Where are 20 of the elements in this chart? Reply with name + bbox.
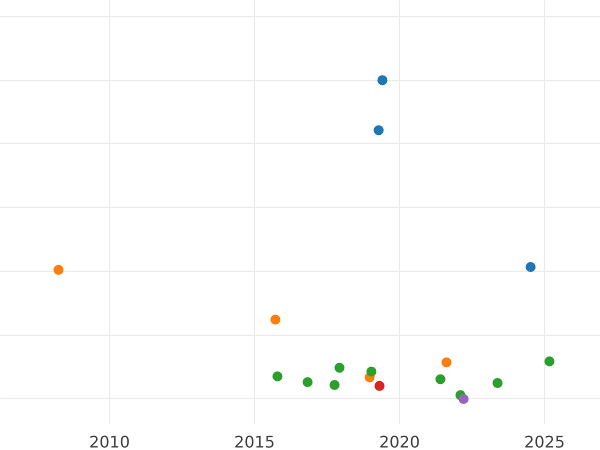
point (366, 366, 376, 377)
point (272, 371, 282, 382)
point (330, 380, 340, 390)
x-tick-label: 2010 (89, 432, 130, 450)
point (374, 125, 384, 136)
x-tick-label: 2025 (524, 432, 565, 450)
point (54, 264, 64, 275)
point (270, 314, 280, 325)
point (302, 377, 313, 388)
point (377, 75, 388, 86)
x-tick-label: 2015 (234, 432, 275, 450)
x-tick-label: 2020 (379, 432, 420, 450)
point (374, 380, 385, 391)
point (435, 374, 446, 384)
point (526, 262, 536, 272)
point (442, 357, 452, 368)
point (492, 378, 503, 388)
point (458, 394, 469, 404)
point (544, 356, 554, 366)
point (334, 362, 345, 373)
